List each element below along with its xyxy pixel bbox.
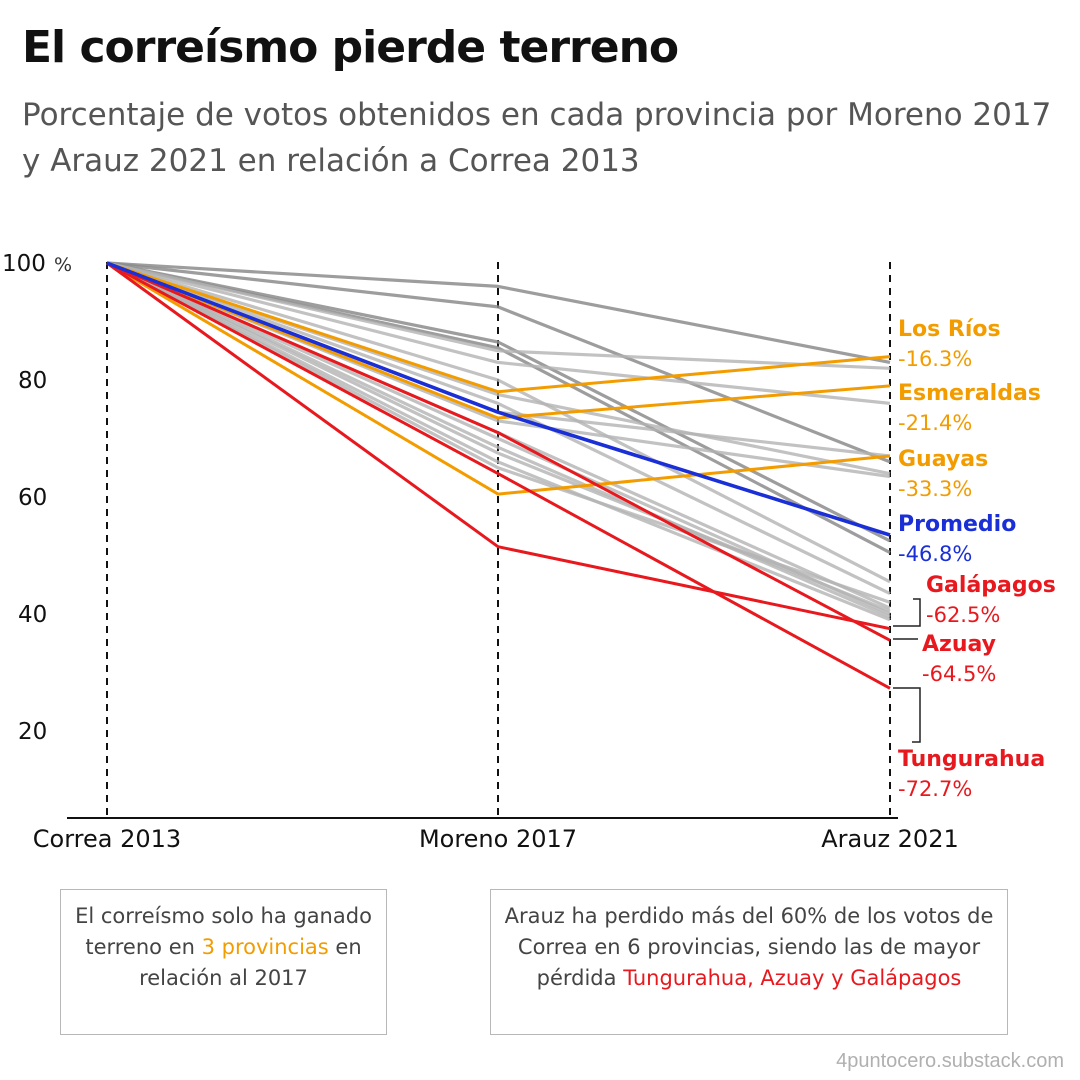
slope-chart: Correa 2013 Moreno 2017 Arauz 2021 100 % 80 60… — [2, 251, 1056, 853]
province-line — [106, 261, 891, 622]
x-tick-label: Moreno 2017 — [419, 825, 577, 853]
other-provinces-lines — [106, 261, 891, 622]
change-los-rios: -16.3% — [898, 347, 972, 371]
province-line — [106, 261, 891, 405]
province-line — [106, 261, 891, 543]
change-galapagos: -62.5% — [926, 603, 1000, 627]
note-left-highlight: 3 provincias — [201, 935, 329, 959]
line-esmeraldas — [106, 261, 891, 420]
line-galapagos — [106, 261, 891, 631]
note-left-text-end: en relación al 2017 — [139, 935, 362, 990]
note-left-text: El correísmo solo ha ganado terreno en — [75, 904, 372, 959]
province-line — [106, 261, 891, 604]
province-line — [106, 261, 891, 595]
province-line — [106, 261, 891, 616]
highlighted-lines — [106, 261, 891, 690]
label-promedio: Promedio — [898, 512, 1016, 537]
galapagos-bracket — [893, 598, 921, 627]
source-credit: 4puntocero.substack.com — [836, 1050, 1064, 1072]
note-right-highlight: Tungurahua, Azuay y Galápagos — [623, 966, 962, 990]
y-tick-label: 20 — [18, 719, 47, 745]
label-tungurahua: Tungurahua — [898, 747, 1045, 772]
line-promedio — [106, 261, 891, 537]
note-right-text: Arauz ha perdido más del 60% de los voto… — [504, 904, 994, 990]
change-guayas: -33.3% — [898, 477, 972, 501]
province-line — [106, 261, 891, 464]
axes: Correa 2013 Moreno 2017 Arauz 2021 100 % 80 60… — [2, 251, 959, 853]
change-azuay: -64.5% — [922, 662, 996, 686]
province-line — [106, 261, 891, 619]
x-tick-label: Arauz 2021 — [821, 825, 959, 853]
tungurahua-bracket — [893, 687, 921, 743]
province-line — [106, 261, 891, 370]
y-tick-label: 100 — [2, 251, 46, 277]
label-los-rios: Los Ríos — [898, 317, 1001, 342]
chart-subtitle: Porcentaje de votos obtenidos en cada pr… — [22, 97, 1052, 179]
label-galapagos: Galápagos — [926, 573, 1056, 598]
chart-title: El correísmo pierde terreno — [22, 22, 679, 73]
province-line — [106, 261, 891, 364]
change-tungurahua: -72.7% — [898, 777, 972, 801]
change-promedio: -46.8% — [898, 542, 972, 566]
label-brackets — [893, 598, 921, 743]
label-guayas: Guayas — [898, 447, 988, 472]
y-tick-label: 80 — [18, 368, 47, 394]
change-esmeraldas: -21.4% — [898, 411, 972, 435]
label-esmeraldas: Esmeraldas — [898, 381, 1041, 406]
note-gained-terrain: El correísmo solo ha ganado terreno en 3… — [60, 889, 387, 1035]
y-tick-label: 60 — [18, 485, 47, 511]
line-guayas — [106, 261, 891, 496]
y-unit-label: % — [54, 254, 72, 276]
end-labels: Los Ríos -16.3% Esmeraldas -21.4% Guayas -33.… — [898, 317, 1056, 801]
line-los-rios — [106, 261, 891, 394]
label-azuay: Azuay — [922, 632, 996, 657]
line-azuay — [106, 261, 891, 642]
province-line — [106, 261, 891, 584]
line-tungurahua — [106, 261, 891, 690]
note-largest-losses: Arauz ha perdido más del 60% de los voto… — [490, 889, 1008, 1035]
x-tick-label: Correa 2013 — [33, 825, 181, 853]
y-tick-label: 40 — [18, 602, 47, 628]
